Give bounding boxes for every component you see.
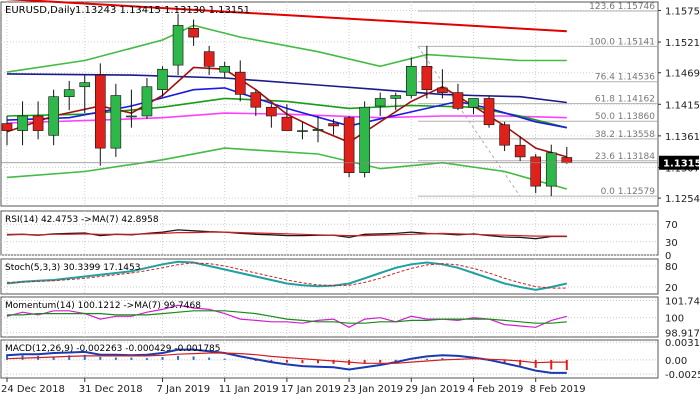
- fib-label: 23.6 1.13184: [595, 152, 655, 162]
- price-tick-label: 1.15215: [665, 38, 700, 49]
- candle-body: [172, 25, 184, 66]
- price-line: [6, 66, 568, 158]
- candle-body: [48, 96, 59, 136]
- candle-body: [250, 92, 262, 108]
- indicator-tick-label: 101.7485: [665, 296, 700, 307]
- stoch-label: Stoch(5,3,3) 30.3399 17.1453: [5, 263, 140, 273]
- candle-body: [545, 152, 557, 187]
- candle-body: [17, 115, 28, 131]
- ohlc-readout: 1.13243 1.13415 1.13130 1.13151: [75, 5, 250, 16]
- panel-rsi: [0, 210, 659, 256]
- candle-body: [95, 74, 106, 149]
- candle-body: [514, 144, 526, 158]
- candle-body: [483, 98, 495, 126]
- date-label: 17 Jan 2019: [281, 384, 341, 395]
- fib-label: 76.4 1.14536: [595, 73, 655, 83]
- candle-body: [266, 106, 277, 117]
- rsi-ma-line: [7, 231, 567, 237]
- price-tick-label: 1.14150: [665, 100, 700, 111]
- indicator-tick-label: 100: [665, 314, 684, 325]
- price-line: [6, 24, 567, 73]
- indicator-tick-label: 80: [665, 262, 678, 273]
- date-label: 29 Jan 2019: [405, 384, 465, 395]
- candle-body: [374, 98, 386, 107]
- candle-body: [157, 68, 168, 90]
- price-line: [6, 0, 567, 33]
- chart-title: EURUSD,Daily: [5, 5, 76, 16]
- candle-body: [328, 123, 339, 127]
- date-label: 24 Dec 2018: [1, 384, 65, 395]
- candle-body: [499, 124, 510, 146]
- price-tick-label: 1.12545: [665, 194, 700, 205]
- stoch-main-line: [6, 260, 568, 291]
- fib-label: 38.2 1.13558: [595, 130, 655, 140]
- candle-body: [110, 95, 122, 149]
- momentum-ma-line: [7, 310, 567, 324]
- candle-body: [126, 115, 137, 118]
- candle-body: [297, 130, 308, 132]
- stoch-signal-line: [6, 262, 567, 289]
- momentum-label: Momentum(14) 100.1212 ->MA(7) 99.7468: [5, 301, 201, 311]
- candle-body: [79, 82, 91, 88]
- candle-body: [312, 129, 324, 131]
- fib-label: 123.6 1.15746: [589, 2, 655, 12]
- fib-label: 50.0 1.13860: [595, 112, 655, 122]
- macd-signal-line: [6, 352, 567, 364]
- indicator-tick-label: -0.00252: [665, 370, 700, 381]
- candle-body: [234, 71, 246, 95]
- momentum-line: [6, 304, 567, 328]
- macd-line: [6, 348, 567, 374]
- date-label: 8 Feb 2019: [530, 384, 586, 395]
- indicator-tick-label: 0.00: [665, 356, 687, 367]
- indicator-tick-label: 0.003125: [665, 338, 700, 349]
- macd-label: MACD(12,26,9) -0.002263 -0.000429 -0.001…: [5, 344, 221, 354]
- candle-body: [561, 157, 573, 164]
- candle-body: [359, 106, 370, 173]
- date-label: 11 Jan 2019: [219, 384, 279, 395]
- indicator-tick-label: 0: [665, 251, 671, 262]
- candle-body: [343, 117, 355, 173]
- candle-body: [203, 51, 215, 67]
- indicator-tick-label: 98.9171: [665, 329, 700, 340]
- candle-body: [32, 115, 44, 131]
- date-label: 4 Feb 2019: [468, 384, 524, 395]
- fib-label: 0.0 1.12579: [601, 187, 656, 197]
- candle-body: [390, 95, 402, 99]
- date-label: 7 Jan 2019: [157, 384, 211, 395]
- indicator-tick-label: 30: [665, 238, 678, 249]
- date-label: 23 Jan 2019: [343, 384, 403, 395]
- candle-body: [219, 65, 230, 73]
- candle-body: [530, 156, 542, 187]
- current-price-box: [659, 155, 699, 170]
- candle-body: [141, 86, 153, 117]
- price-tick-label: 1.15755: [665, 6, 700, 17]
- price-tick-label: 1.14690: [665, 69, 700, 80]
- candle-body: [188, 28, 199, 38]
- candle-body: [421, 65, 433, 90]
- current-price-label: 1.13151: [663, 159, 700, 170]
- date-label: 31 Dec 2018: [79, 384, 143, 395]
- indicator-tick-label: 20: [665, 283, 678, 294]
- candle-body: [437, 87, 448, 93]
- price-tick-label: 1.13610: [665, 132, 700, 143]
- candle-body: [452, 92, 464, 109]
- indicator-tick-label: 70: [665, 220, 678, 231]
- candle-body: [1, 123, 13, 131]
- fib-label: 100.0 1.15141: [589, 37, 655, 47]
- candle-body: [405, 65, 417, 96]
- candle-body: [468, 98, 479, 108]
- rsi-label: RSI(14) 42.4753 ->MA(7) 42.8958: [5, 215, 159, 225]
- fib-label: 61.8 1.14162: [595, 95, 655, 105]
- candle-body: [281, 116, 293, 131]
- candle-body: [63, 89, 75, 97]
